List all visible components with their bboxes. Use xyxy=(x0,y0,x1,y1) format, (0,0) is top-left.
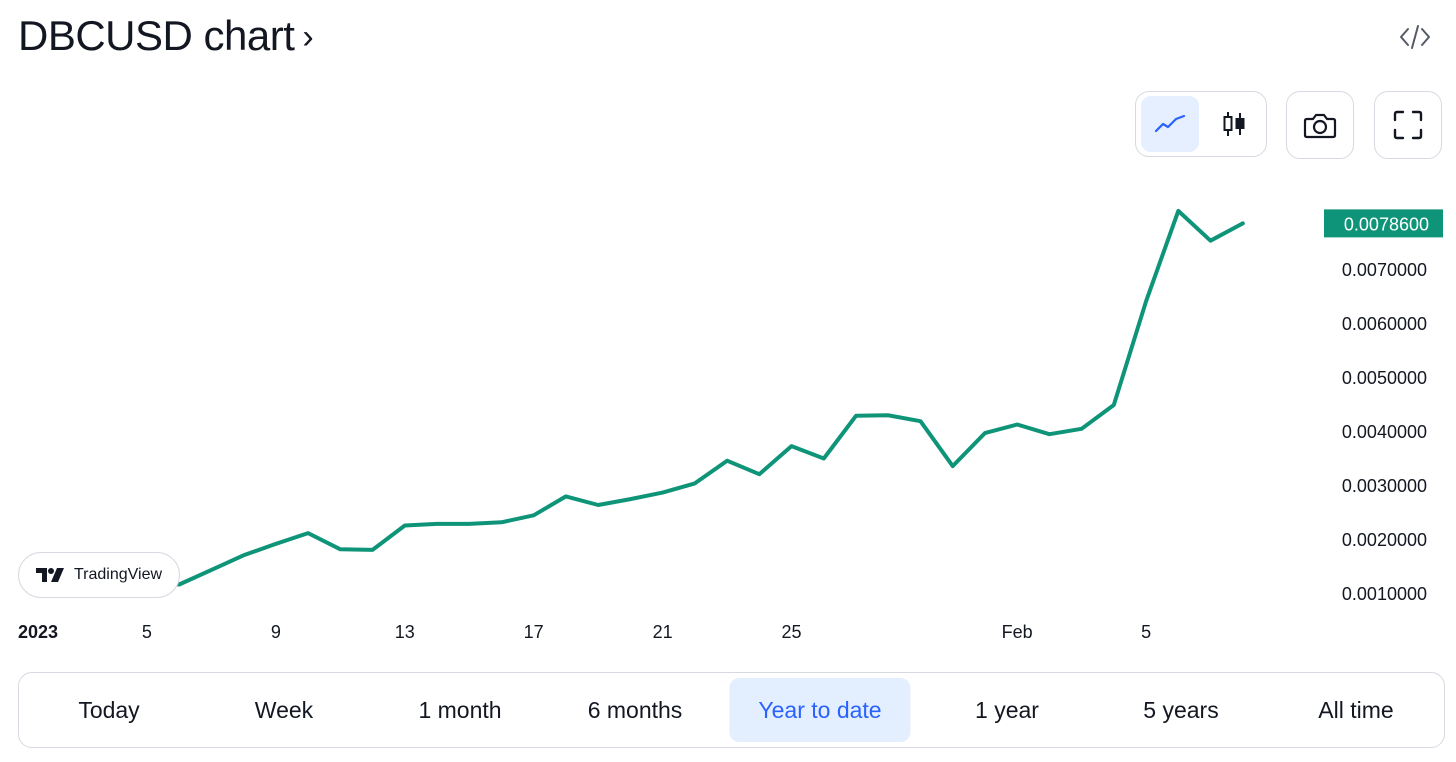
price-point xyxy=(628,497,632,501)
x-axis: 2023 5 9 13 17 21 25 Feb 5 xyxy=(18,622,1151,642)
y-tick-label: 0.0070000 xyxy=(1342,260,1427,280)
last-price-tag-background xyxy=(1324,209,1443,238)
price-point xyxy=(661,491,665,495)
price-point xyxy=(1015,422,1019,426)
x-tick-label: 13 xyxy=(395,622,415,642)
range-today[interactable]: Today xyxy=(78,696,140,723)
x-tick-label: 21 xyxy=(653,622,673,642)
range-week[interactable]: Week xyxy=(254,696,314,723)
last-price-tag: 0.0078600 xyxy=(1324,209,1443,238)
price-point xyxy=(790,444,794,448)
x-tick-label: 25 xyxy=(782,622,802,642)
price-point xyxy=(596,503,600,507)
price-point xyxy=(499,520,503,524)
x-tick-label: 9 xyxy=(271,622,281,642)
price-point xyxy=(371,548,375,552)
tradingview-badge[interactable]: TradingView xyxy=(18,552,180,598)
tradingview-label: TradingView xyxy=(74,566,163,583)
chevron-right-icon: › xyxy=(302,17,314,56)
x-tick-label: 2023 xyxy=(18,622,58,642)
price-point xyxy=(757,472,761,476)
y-tick-label: 0.0010000 xyxy=(1342,584,1427,604)
candlestick-chart-button[interactable] xyxy=(1205,96,1263,152)
price-point xyxy=(564,494,568,498)
screenshot-button[interactable] xyxy=(1286,91,1354,159)
y-axis: 0.0010000 0.0020000 0.0030000 0.0040000 0.00… xyxy=(1342,260,1427,604)
fullscreen-icon xyxy=(1393,110,1423,140)
range-all-time[interactable]: All time xyxy=(1318,696,1394,723)
price-point xyxy=(467,522,471,526)
price-point xyxy=(1080,427,1084,431)
price-point xyxy=(1144,299,1148,303)
x-tick-label: 5 xyxy=(142,622,152,642)
price-point xyxy=(693,481,697,485)
fullscreen-button[interactable] xyxy=(1374,91,1442,159)
price-point xyxy=(209,568,213,572)
price-point xyxy=(1112,403,1116,407)
price-point xyxy=(918,419,922,423)
price-point xyxy=(983,431,987,435)
price-point xyxy=(854,414,858,418)
price-point xyxy=(951,464,955,468)
chart-title[interactable]: DBCUSD chart › xyxy=(18,12,314,60)
line-chart-icon xyxy=(1154,114,1186,133)
price-point xyxy=(403,524,407,528)
range-1-month[interactable]: 1 month xyxy=(418,696,502,723)
price-point xyxy=(725,459,729,463)
chart-type-toggle xyxy=(1135,91,1267,157)
price-line xyxy=(144,208,1245,587)
price-point xyxy=(1176,209,1180,213)
y-tick-label: 0.0020000 xyxy=(1342,530,1427,550)
price-point xyxy=(274,542,278,546)
x-tick-label: Feb xyxy=(1002,622,1033,642)
x-tick-label: 17 xyxy=(524,622,544,642)
price-point xyxy=(435,522,439,526)
embed-code-icon[interactable] xyxy=(1398,22,1432,52)
range-1-year[interactable]: 1 year xyxy=(975,696,1039,723)
price-point xyxy=(1047,432,1051,436)
price-point xyxy=(532,513,536,517)
range-year-to-date[interactable]: Year to date xyxy=(729,678,911,742)
price-point xyxy=(1209,239,1213,243)
y-tick-label: 0.0040000 xyxy=(1342,422,1427,442)
y-tick-label: 0.0030000 xyxy=(1342,476,1427,496)
camera-icon xyxy=(1303,113,1337,139)
price-point xyxy=(306,531,310,535)
last-price-label: 0.0078600 xyxy=(1344,214,1429,234)
y-tick-label: 0.0050000 xyxy=(1342,368,1427,388)
line-chart-button[interactable] xyxy=(1141,96,1199,152)
y-tick-label: 0.0060000 xyxy=(1342,314,1427,334)
price-point xyxy=(1241,221,1245,225)
price-point xyxy=(338,547,342,551)
range-6-months[interactable]: 6 months xyxy=(587,696,683,723)
price-points xyxy=(145,209,1245,587)
x-tick-label: 5 xyxy=(1141,622,1151,642)
price-point xyxy=(822,457,826,461)
time-range-selector: Today Week 1 month 6 months Year to date 1 ye… xyxy=(18,672,1445,748)
price-point xyxy=(886,413,890,417)
tradingview-logo-icon xyxy=(36,568,64,582)
candlestick-icon xyxy=(1223,112,1245,136)
price-point xyxy=(242,553,246,557)
chart-title-text: DBCUSD chart xyxy=(18,12,295,59)
range-5-years[interactable]: 5 years xyxy=(1143,696,1219,723)
